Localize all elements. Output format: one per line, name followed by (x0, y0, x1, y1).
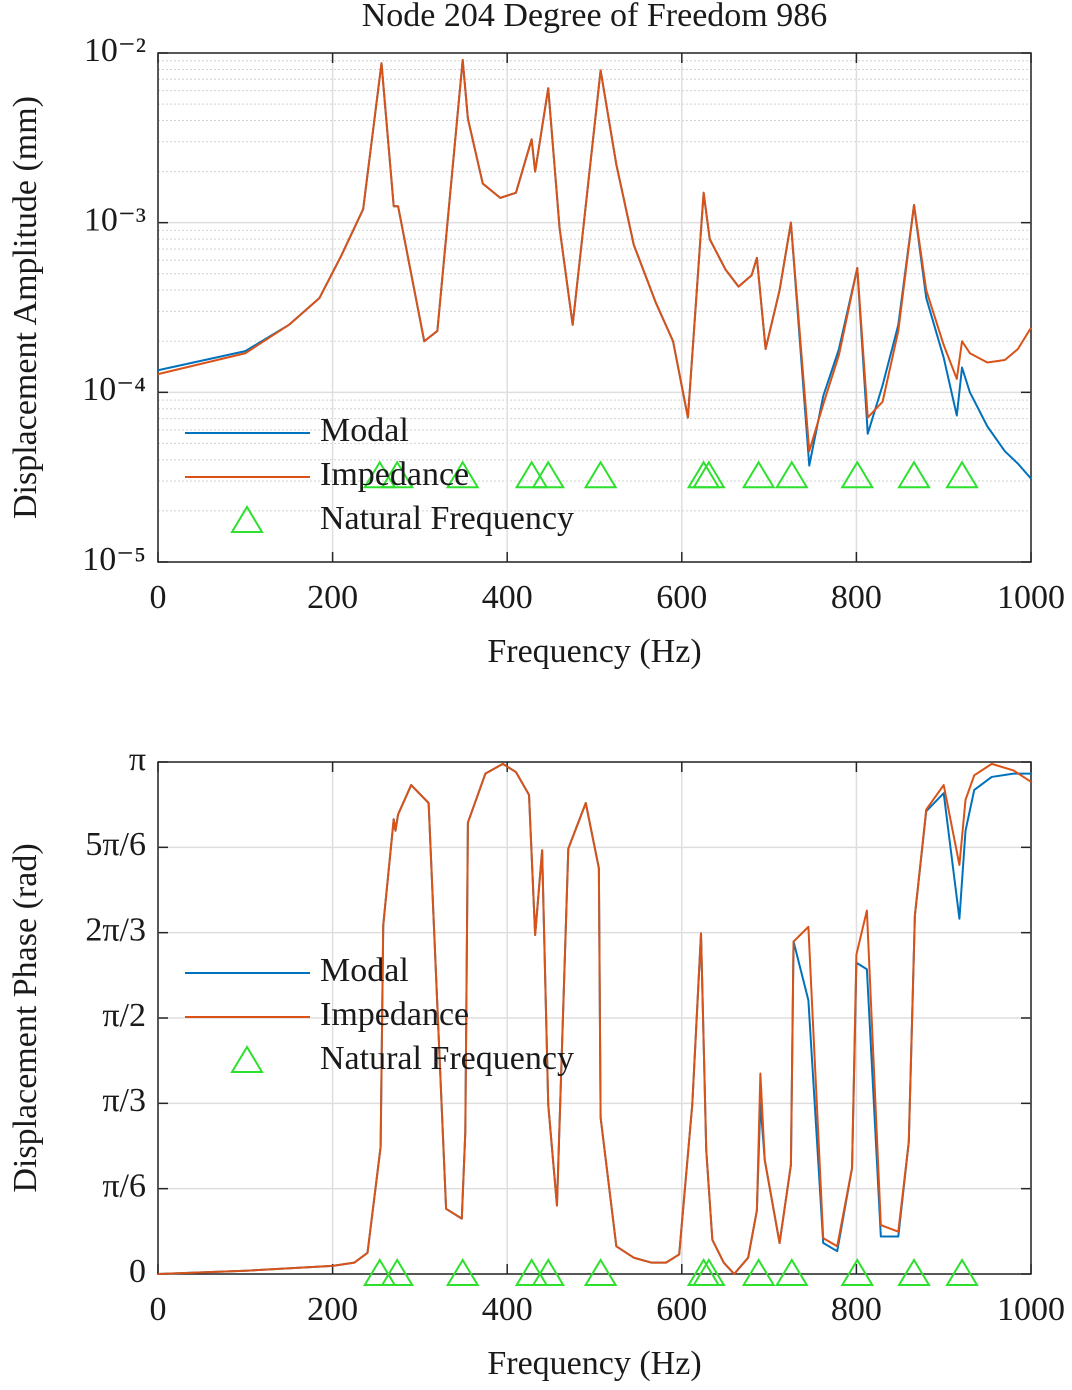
y-tick-label: π/2 (102, 997, 146, 1034)
series-line (157, 762, 1032, 1275)
natural-frequency-marker (741, 1258, 776, 1286)
natural-frequency-marker (945, 1258, 979, 1286)
chart-title: Node 204 Degree of Freedom 986 (362, 0, 827, 34)
x-tick-label: 400 (482, 579, 533, 616)
natural-frequency-marker (362, 1258, 397, 1286)
natural-frequency-marker (514, 1258, 549, 1286)
legend-label: Natural Frequency (320, 500, 574, 537)
natural-frequency-marker (514, 460, 549, 489)
natural-frequency-marker (692, 460, 726, 489)
legend-marker (230, 505, 264, 533)
legend-marker (230, 1045, 264, 1073)
y-tick-label: 0 (129, 1253, 146, 1290)
legend-label: Impedance (320, 456, 469, 493)
y-tick-label: π/3 (102, 1082, 146, 1119)
y-tick-label: 10⁻² (84, 32, 146, 69)
legend-label: Impedance (320, 996, 469, 1033)
x-axis-label: Frequency (Hz) (487, 1345, 701, 1382)
x-tick-label: 600 (656, 579, 707, 616)
legend-label: Natural Frequency (320, 1040, 574, 1077)
natural-frequency-marker (775, 1258, 809, 1286)
natural-frequency-marker (445, 460, 480, 489)
natural-frequency-marker (686, 460, 721, 489)
natural-frequency-marker (531, 1258, 565, 1286)
natural-frequency-marker (686, 1258, 721, 1286)
series-line (157, 762, 1031, 1275)
legend-label: Modal (320, 412, 409, 449)
x-tick-label: 400 (482, 1291, 533, 1328)
natural-frequency-marker (380, 1258, 414, 1286)
axes-box (157, 52, 1032, 563)
y-tick-label: 5π/6 (85, 826, 146, 863)
natural-frequency-marker (775, 460, 809, 489)
x-tick-label: 1000 (997, 579, 1065, 616)
natural-frequency-marker (840, 460, 875, 489)
natural-frequency-marker (445, 1258, 480, 1286)
x-axis-label: Frequency (Hz) (487, 633, 701, 670)
natural-frequency-marker (380, 460, 414, 489)
y-tick-label: π/6 (102, 1167, 146, 1204)
x-tick-label: 0 (150, 579, 167, 616)
natural-frequency-marker (945, 460, 979, 489)
natural-frequency-marker (741, 460, 776, 489)
y-axis-label: Displacement Phase (rad) (7, 843, 44, 1192)
natural-frequency-marker (840, 1258, 875, 1286)
natural-frequency-marker (362, 460, 397, 489)
y-tick-label: 2π/3 (85, 911, 146, 948)
x-tick-label: 800 (831, 579, 882, 616)
x-tick-label: 600 (656, 1291, 707, 1328)
x-tick-label: 200 (307, 579, 358, 616)
legend-label: Modal (320, 952, 409, 989)
y-tick-label: 10⁻³ (84, 201, 146, 238)
natural-frequency-marker (897, 1258, 931, 1286)
x-tick-label: 800 (831, 1291, 882, 1328)
axes-box (157, 761, 1032, 1275)
natural-frequency-marker (692, 1258, 726, 1286)
natural-frequency-marker (531, 460, 565, 489)
y-axis-label: Displacement Amplitude (mm) (7, 96, 44, 519)
natural-frequency-marker (583, 460, 618, 489)
y-tick-label: 10⁻⁵ (82, 541, 146, 578)
series-line (157, 58, 1032, 453)
y-tick-label: π (129, 741, 146, 778)
x-tick-label: 200 (307, 1291, 358, 1328)
natural-frequency-marker (583, 1258, 618, 1286)
y-tick-label: 10⁻⁴ (82, 371, 146, 408)
x-tick-label: 0 (150, 1291, 167, 1328)
natural-frequency-marker (897, 460, 931, 489)
x-tick-label: 1000 (997, 1291, 1065, 1328)
